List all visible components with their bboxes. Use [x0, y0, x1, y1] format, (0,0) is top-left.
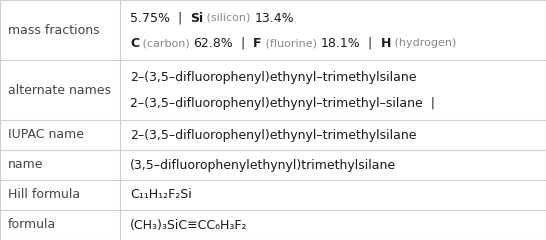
Text: F: F: [253, 37, 262, 50]
Text: (silicon): (silicon): [203, 13, 254, 23]
Text: (fluorine): (fluorine): [262, 38, 321, 48]
Text: (CH₃)₃SiC≡CC₆H₃F₂: (CH₃)₃SiC≡CC₆H₃F₂: [130, 218, 247, 232]
Text: |: |: [170, 12, 190, 24]
Text: Hill formula: Hill formula: [8, 188, 80, 202]
Text: 2–(3,5–difluorophenyl)ethynyl–trimethyl–silane  |: 2–(3,5–difluorophenyl)ethynyl–trimethyl–…: [130, 97, 435, 110]
Text: mass fractions: mass fractions: [8, 24, 99, 36]
Text: 18.1%: 18.1%: [321, 37, 360, 50]
Text: 5.75%: 5.75%: [130, 12, 170, 24]
Text: C₁₁H₁₂F₂Si: C₁₁H₁₂F₂Si: [130, 188, 192, 202]
Text: (3,5–difluorophenylethynyl)trimethylsilane: (3,5–difluorophenylethynyl)trimethylsila…: [130, 158, 396, 172]
Text: |: |: [233, 37, 253, 50]
Text: 2–(3,5–difluorophenyl)ethynyl–trimethylsilane: 2–(3,5–difluorophenyl)ethynyl–trimethyls…: [130, 72, 417, 84]
Text: H: H: [381, 37, 391, 50]
Text: (carbon): (carbon): [139, 38, 193, 48]
Text: 62.8%: 62.8%: [193, 37, 233, 50]
Text: C: C: [130, 37, 139, 50]
Text: IUPAC name: IUPAC name: [8, 128, 84, 142]
Text: (hydrogen): (hydrogen): [391, 38, 456, 48]
Text: |: |: [360, 37, 381, 50]
Text: 2–(3,5–difluorophenyl)ethynyl–trimethylsilane: 2–(3,5–difluorophenyl)ethynyl–trimethyls…: [130, 128, 417, 142]
Text: 13.4%: 13.4%: [254, 12, 294, 24]
Text: name: name: [8, 158, 44, 172]
Text: formula: formula: [8, 218, 56, 232]
Text: alternate names: alternate names: [8, 84, 111, 96]
Text: Si: Si: [190, 12, 203, 24]
